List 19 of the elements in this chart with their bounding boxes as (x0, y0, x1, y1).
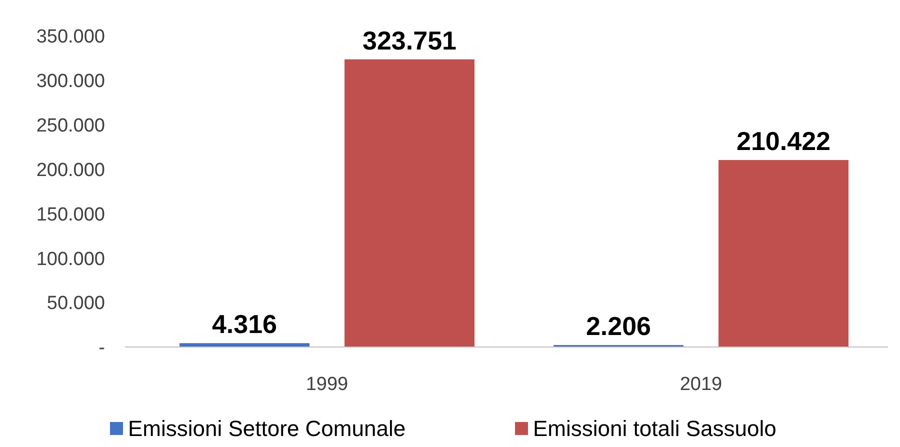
bar (344, 59, 474, 347)
x-tick-label: 2019 (680, 374, 722, 395)
data-label: 210.422 (736, 126, 830, 156)
bar (180, 343, 310, 347)
y-tick-label: 300.000 (36, 71, 105, 92)
bar (718, 160, 848, 347)
y-tick-label: 100.000 (36, 248, 105, 270)
y-tick-label: 50.000 (46, 293, 105, 314)
x-tick-label: 1999 (306, 374, 348, 395)
y-tick-label: 350.000 (36, 26, 105, 48)
legend-label: Emissioni Settore Comunale (128, 416, 406, 441)
y-tick-label: 200.000 (36, 160, 105, 181)
y-tick-label: 250.000 (36, 116, 105, 137)
data-label: 2.206 (586, 311, 652, 342)
legend-label: Emissioni totali Sassuolo (533, 416, 776, 441)
data-label: 4.316 (212, 309, 278, 340)
data-label: 323.751 (362, 25, 456, 56)
y-tick-label: 150.000 (36, 204, 105, 226)
y-tick-label: - (98, 338, 105, 359)
